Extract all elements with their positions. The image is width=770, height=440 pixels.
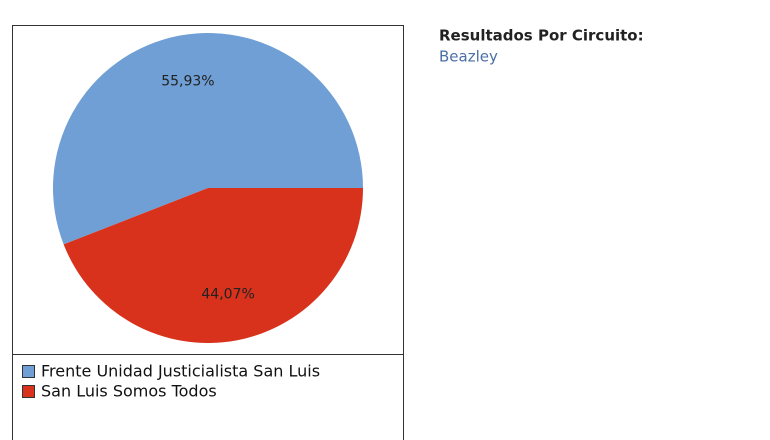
sidebar-heading: Resultados Por Circuito: xyxy=(439,27,644,45)
slice-label: 55,93% xyxy=(161,73,214,89)
sidebar-subheading: Beazley xyxy=(439,48,498,66)
legend-label: Frente Unidad Justicialista San Luis xyxy=(41,362,320,381)
pie-slice xyxy=(63,188,364,343)
pie-slice xyxy=(53,32,364,245)
legend-swatch xyxy=(22,365,35,378)
legend-label: San Luis Somos Todos xyxy=(41,382,217,401)
slice-label: 44,07% xyxy=(201,287,254,303)
legend-frame xyxy=(12,354,404,440)
legend-swatch xyxy=(22,385,35,398)
